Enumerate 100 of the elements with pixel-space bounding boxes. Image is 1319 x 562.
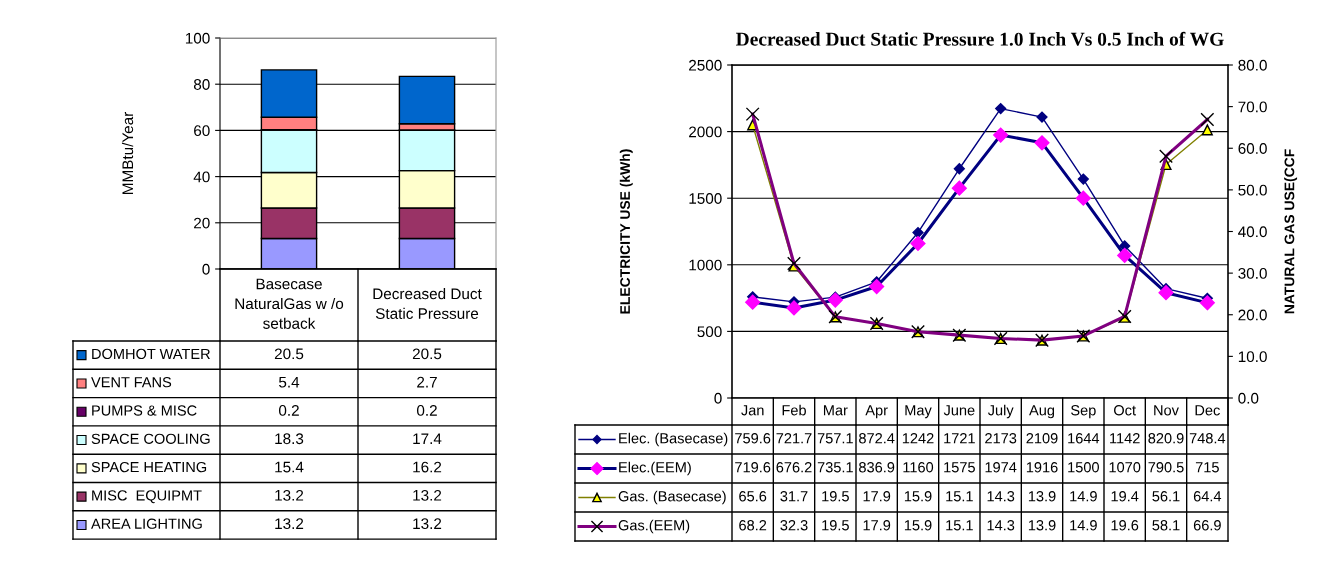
y-tick-label: 2500 [689,59,722,71]
y-tick-label: 500 [697,326,722,338]
data-label: 13.2 [275,518,304,530]
data-label: 13.9 [1028,491,1056,502]
y2-tick-label: 20.0 [1238,309,1267,321]
y-axis-title: MMBtu/Year [121,112,134,194]
y-tick-label: 1000 [689,259,722,271]
data-label: 19.6 [1111,520,1139,531]
data-label: 32.3 [780,520,808,531]
data-label: 2173 [985,433,1017,444]
data-label: 1142 [1110,433,1140,444]
data-label: 18.3 [275,433,304,445]
data-label: 0.2 [278,405,299,416]
x-tick-label: Decreased Duct Static Pressure [373,287,482,319]
data-label: 1974 [985,462,1017,473]
x-tick-label: Jan [741,405,764,416]
y2-tick-label: 10.0 [1238,351,1267,363]
y2-axis-title: NATURAL GAS USE(CCF [1284,149,1298,314]
data-label: 15.1 [946,520,973,531]
data-label: 17.4 [413,433,442,444]
x-tick-label: Nov [1154,405,1179,416]
x-tick-label: Sep [1071,405,1096,419]
x-tick-label: June [943,405,975,416]
y2-tick-label: 70.0 [1238,101,1267,113]
y2-tick-label: 50.0 [1238,184,1267,196]
data-label: 2.7 [417,376,437,388]
x-tick-label: Mar [823,405,848,416]
data-label: 19.5 [822,491,849,502]
legend-label: AREA LIGHTING [91,518,202,529]
y-tick-label: 100 [185,32,210,44]
data-label: 16.2 [413,461,442,473]
data-label: 1575 [944,462,975,473]
legend-label: Gas.(EEM) [618,519,690,534]
legend-label: Gas. (Basecase) [618,490,726,505]
data-label: 19.4 [1111,491,1139,502]
data-label: 13.2 [413,489,442,501]
y2-tick-label: 80.0 [1238,59,1267,71]
data-label: 14.3 [987,491,1015,502]
data-label: 757.1 [817,433,853,444]
data-label: 15.1 [946,491,973,502]
data-label: 676.2 [776,462,812,473]
legend-label: MISC EQUIPMT [92,490,202,504]
data-label: 13.2 [275,489,304,501]
data-label: 820.9 [1148,433,1184,444]
x-tick-label: July [987,404,1014,419]
data-label: 56.1 [1152,491,1180,502]
data-label: 759.6 [735,433,771,444]
data-label: 15.9 [904,491,932,502]
data-label: 715 [1195,462,1219,473]
data-label: 1160 [903,462,934,473]
x-tick-label: Apr [865,405,888,419]
data-label: 790.5 [1148,462,1184,473]
legend-label: SPACE COOLING [91,433,210,444]
y2-tick-label: 30.0 [1238,267,1267,279]
x-tick-label: Oct [1114,405,1136,416]
data-label: 14.3 [987,520,1015,531]
data-label: 1242 [902,433,934,444]
x-tick-label: Basecase NaturalGas w /o setback [235,278,344,329]
data-label: 719.6 [735,462,771,473]
data-label: 13.2 [413,518,442,530]
legend-label: DOMHOT WATER [92,348,210,360]
y-tick-label: 80 [193,79,210,90]
data-label: 5.4 [278,376,300,388]
data-label: 735.1 [817,462,853,473]
data-label: 17.9 [863,520,891,531]
data-label: 1070 [1109,462,1141,473]
data-label: 872.4 [859,433,895,444]
y-tick-label: 0 [202,263,210,275]
x-tick-label: Dec [1195,405,1220,416]
data-label: 1721 [944,433,975,444]
y-tick-label: 2000 [689,126,722,138]
data-label: 58.1 [1152,520,1180,531]
y-tick-label: 60 [194,125,210,137]
y-tick-label: 20 [194,217,210,229]
data-label: 66.9 [1193,520,1221,531]
data-label: 20.5 [274,348,304,360]
data-label: 1644 [1068,433,1100,444]
x-tick-label: Aug [1029,405,1055,419]
x-tick-label: Feb [782,404,806,416]
y-axis-title: ELECTRICITY USE (kWh) [619,149,633,314]
data-label: 20.5 [412,348,442,360]
data-label: 17.9 [863,491,891,502]
data-label: 721.7 [776,433,812,444]
y2-tick-label: 40.0 [1238,226,1267,238]
data-label: 2109 [1026,433,1058,444]
y2-tick-label: 60.0 [1238,143,1267,154]
data-label: 64.4 [1193,491,1222,502]
data-label: 15.4 [275,461,304,473]
data-label: 1916 [1026,462,1058,473]
legend-label: Elec. (Basecase) [619,432,728,447]
data-label: 65.6 [739,491,767,502]
data-label: 68.2 [739,520,767,531]
y-tick-label: 1500 [689,193,722,204]
legend-label: SPACE HEATING [91,461,207,473]
data-label: 31.7 [780,491,808,502]
x-tick-label: May [905,405,932,419]
data-label: 19.5 [822,520,849,531]
data-label: 14.9 [1070,491,1097,502]
y2-tick-label: 0.0 [1238,392,1259,404]
data-label: 748.4 [1189,433,1226,444]
